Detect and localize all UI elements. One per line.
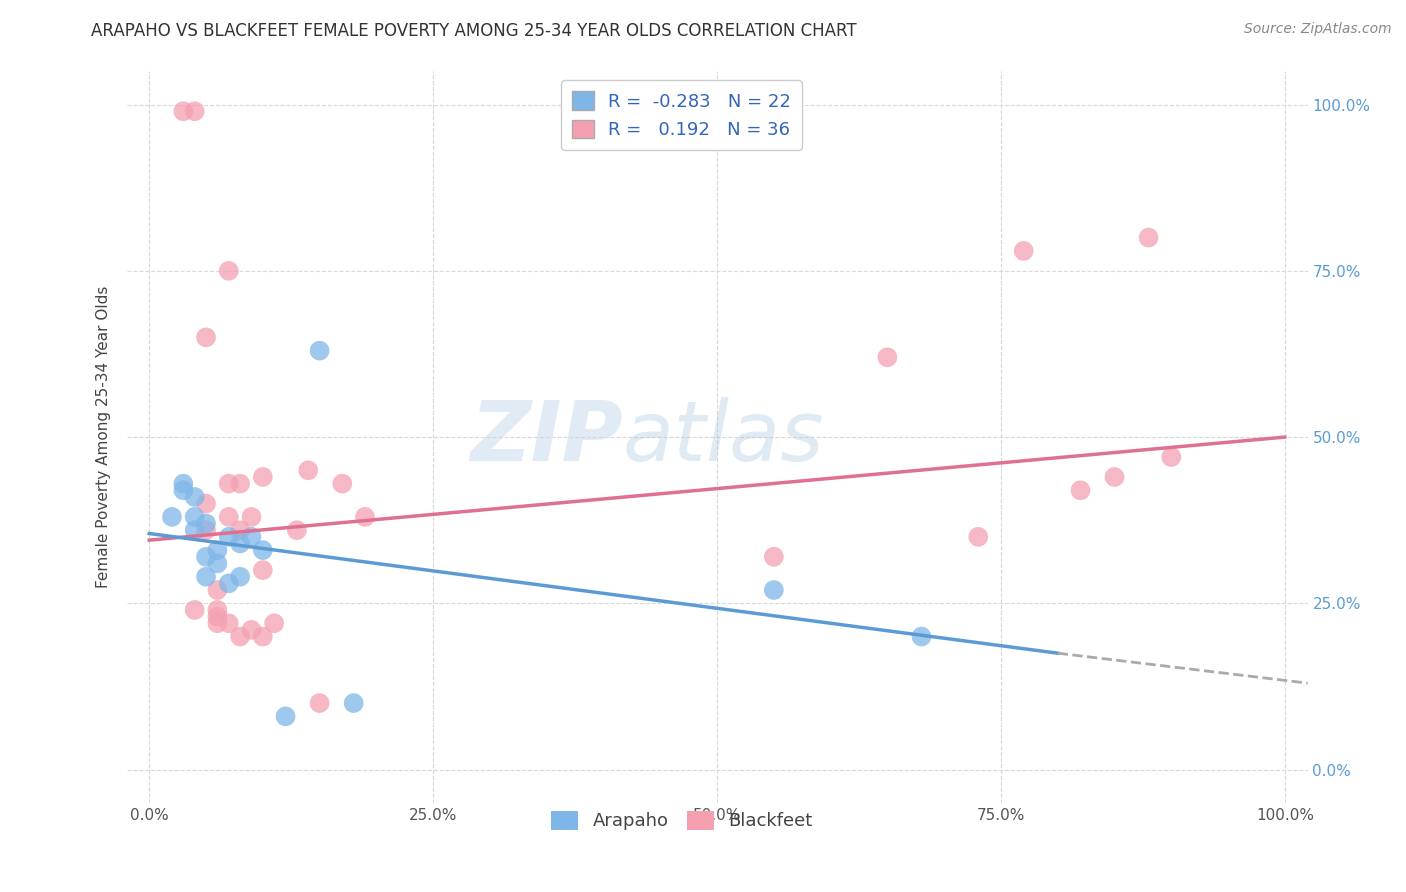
Point: [252, 630, 274, 644]
Point: [252, 563, 274, 577]
Point: [218, 616, 240, 631]
Point: [207, 557, 229, 571]
Text: Source: ZipAtlas.com: Source: ZipAtlas.com: [1244, 22, 1392, 37]
Point: [1012, 244, 1035, 258]
Point: [252, 470, 274, 484]
Point: [183, 104, 205, 119]
Point: [240, 530, 263, 544]
Point: [229, 476, 252, 491]
Point: [195, 523, 218, 537]
Point: [207, 616, 229, 631]
Point: [172, 476, 194, 491]
Point: [308, 343, 330, 358]
Point: [343, 696, 366, 710]
Point: [240, 509, 263, 524]
Point: [910, 630, 932, 644]
Point: [330, 476, 353, 491]
Point: [229, 536, 252, 550]
Point: [240, 623, 263, 637]
Point: [183, 509, 205, 524]
Point: [967, 530, 990, 544]
Point: [160, 509, 183, 524]
Point: [229, 570, 252, 584]
Point: [207, 603, 229, 617]
Point: [207, 543, 229, 558]
Point: [218, 476, 240, 491]
Point: [263, 616, 285, 631]
Point: [183, 603, 205, 617]
Y-axis label: Female Poverty Among 25-34 Year Olds: Female Poverty Among 25-34 Year Olds: [96, 286, 111, 588]
Point: [274, 709, 297, 723]
Point: [195, 570, 218, 584]
Point: [762, 582, 785, 597]
Point: [229, 523, 252, 537]
Point: [1069, 483, 1091, 498]
Text: ARAPAHO VS BLACKFEET FEMALE POVERTY AMONG 25-34 YEAR OLDS CORRELATION CHART: ARAPAHO VS BLACKFEET FEMALE POVERTY AMON…: [91, 22, 858, 40]
Point: [876, 351, 898, 365]
Point: [354, 509, 377, 524]
Point: [195, 330, 218, 344]
Point: [218, 530, 240, 544]
Point: [195, 497, 218, 511]
Point: [218, 264, 240, 278]
Point: [172, 483, 194, 498]
Point: [218, 509, 240, 524]
Text: ZIP: ZIP: [470, 397, 623, 477]
Point: [762, 549, 785, 564]
Point: [297, 463, 319, 477]
Point: [229, 630, 252, 644]
Point: [252, 543, 274, 558]
Point: [1160, 450, 1182, 464]
Point: [172, 104, 194, 119]
Legend: Arapaho, Blackfeet: Arapaho, Blackfeet: [544, 804, 820, 838]
Point: [207, 582, 229, 597]
Point: [308, 696, 330, 710]
Point: [1104, 470, 1126, 484]
Text: atlas: atlas: [623, 397, 824, 477]
Point: [1137, 230, 1160, 244]
Point: [207, 609, 229, 624]
Point: [183, 490, 205, 504]
Point: [218, 576, 240, 591]
Point: [183, 523, 205, 537]
Point: [195, 549, 218, 564]
Point: [195, 516, 218, 531]
Point: [285, 523, 308, 537]
